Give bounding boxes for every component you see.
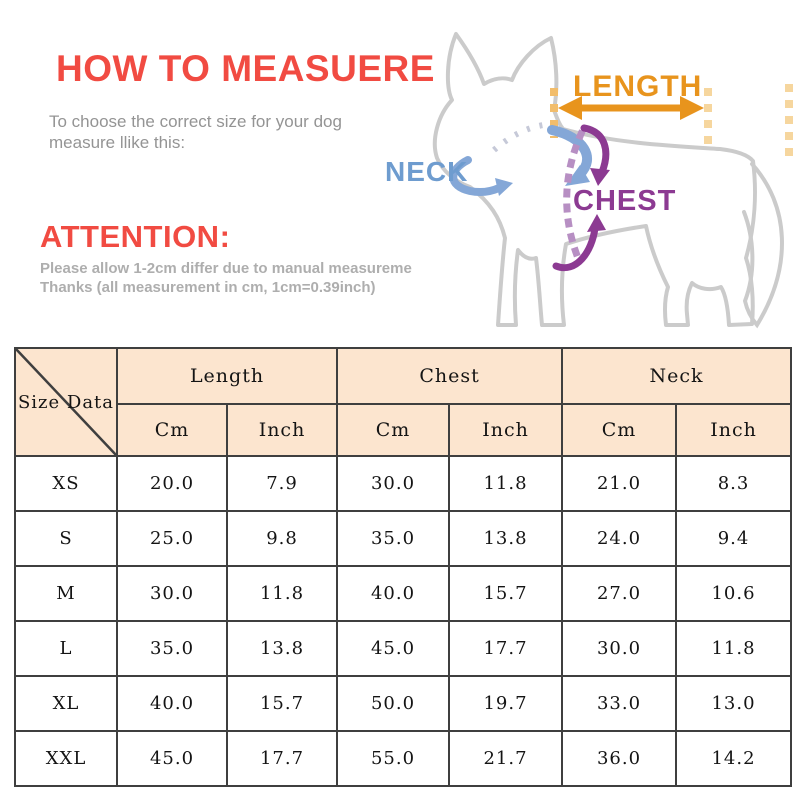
value-cell: 17.7 [225,730,339,787]
value-cell: 35.0 [116,620,228,677]
value-cell: 13.8 [448,510,564,567]
value-cell: 21.7 [448,730,564,787]
table-row-xs: XS 20.0 7.9 30.0 11.8 21.0 8.3 [14,455,793,512]
table-row-xl: XL 40.0 15.7 50.0 19.7 33.0 13.0 [14,675,793,732]
corner-diagonal-line [16,349,116,455]
subtitle-line-2: measure llike this: [49,133,186,152]
unit-header-neck-inch: Inch [675,403,793,457]
value-cell: 19.7 [448,675,564,732]
value-cell: 30.0 [116,565,228,622]
dog-measure-diagram: LENGTH NECK CHEST [385,32,793,329]
value-cell: 11.8 [675,620,793,677]
size-cell: XS [14,455,118,512]
value-cell: 50.0 [336,675,451,732]
unit-header-chest-inch: Inch [448,403,564,457]
attention-heading: ATTENTION: [40,219,231,254]
size-cell: XXL [14,730,118,787]
how-to-subtitle: To choose the correct size for your dog … [49,111,342,153]
size-cell: S [14,510,118,567]
unit-header-length-cm: Cm [116,403,228,457]
chest-dash-ellipse [563,129,586,263]
size-cell: L [14,620,118,677]
value-cell: 9.4 [675,510,793,567]
table-row-l: L 35.0 13.8 45.0 17.7 30.0 11.8 [14,620,793,677]
value-cell: 21.0 [561,455,678,512]
chest-arrowhead-bottom [587,214,606,232]
neck-arrowhead-small [495,178,513,196]
subtitle-line-1: To choose the correct size for your dog [49,112,342,131]
attention-note: Please allow 1-2cm differ due to manual … [40,259,412,297]
value-cell: 40.0 [336,565,451,622]
page-title: HOW TO MEASUERE [56,48,435,89]
table-header-row-units: Cm Inch Cm Inch Cm Inch [15,403,793,457]
value-cell: 15.7 [225,675,339,732]
value-cell: 7.9 [225,455,339,512]
value-cell: 14.2 [675,730,793,787]
chest-label: CHEST [573,185,676,217]
value-cell: 25.0 [116,510,228,567]
size-table-corner: Size Data [14,347,118,457]
attention-note-line-1: Please allow 1-2cm differ due to manual … [40,260,412,277]
chest-arrow-bottom [552,224,599,272]
value-cell: 35.0 [336,510,451,567]
chest-arrowhead-top [590,168,610,186]
value-cell: 11.8 [448,455,564,512]
value-cell: 11.8 [225,565,339,622]
value-cell: 30.0 [336,455,451,512]
value-cell: 24.0 [561,510,678,567]
col-group-length: Length [115,347,339,405]
value-cell: 13.0 [675,675,793,732]
dog-outline [432,32,757,327]
length-arrowhead-right [680,96,704,120]
table-row-xxl: XXL 45.0 17.7 55.0 21.7 36.0 14.2 [14,730,793,787]
value-cell: 27.0 [561,565,678,622]
value-cell: 36.0 [561,730,678,787]
value-cell: 15.7 [448,565,564,622]
neck-arrow-large [547,125,592,179]
unit-header-length-inch: Inch [225,403,339,457]
value-cell: 33.0 [561,675,678,732]
value-cell: 17.7 [448,620,564,677]
value-cell: 20.0 [116,455,228,512]
value-cell: 9.8 [225,510,339,567]
collar-dash-arc [492,121,557,153]
corner-label: Size Data [17,392,115,413]
attention-note-line-2: Thanks (all measurement in cm, 1cm=0.39i… [40,279,376,296]
value-cell: 45.0 [116,730,228,787]
table-header-row-groups: Size Data Length Chest Neck [14,347,793,457]
neck-arrow-small [449,156,503,196]
neck-label: NECK [385,156,468,187]
value-cell: 45.0 [336,620,451,677]
dog-tail [742,162,784,329]
chest-arrow-top [580,124,610,176]
col-group-chest: Chest [336,347,564,405]
value-cell: 13.8 [225,620,339,677]
length-label: LENGTH [573,70,702,103]
value-cell: 10.6 [675,565,793,622]
size-cell: M [14,565,118,622]
value-cell: 55.0 [336,730,451,787]
col-group-neck: Neck [561,347,793,405]
unit-header-chest-cm: Cm [336,403,451,457]
length-arrowhead-left [558,96,582,120]
table-row-s: S 25.0 9.8 35.0 13.8 24.0 9.4 [14,510,793,567]
table-row-m: M 30.0 11.8 40.0 15.7 27.0 10.6 [14,565,793,622]
size-cell: XL [14,675,118,732]
unit-header-neck-cm: Cm [561,403,678,457]
value-cell: 40.0 [116,675,228,732]
size-table: Size Data Length Chest Neck Cm Inch Cm I… [14,347,793,787]
value-cell: 8.3 [675,455,793,512]
value-cell: 30.0 [561,620,678,677]
